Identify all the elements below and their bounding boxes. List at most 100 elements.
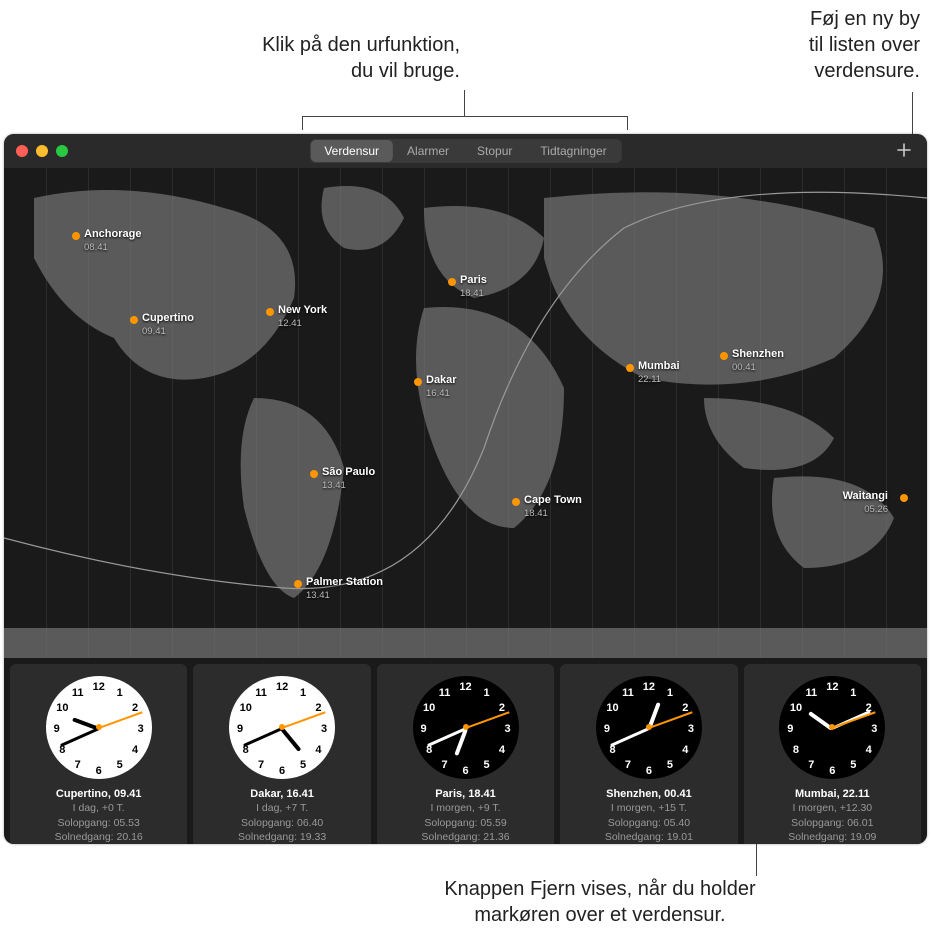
- clock-numeral: 12: [93, 681, 105, 693]
- clock-numeral: 4: [682, 744, 688, 756]
- clock-numeral: 10: [56, 702, 68, 714]
- clock-card-paris[interactable]: 123456789101112Paris, 18.41I morgen, +9 …: [377, 664, 554, 844]
- clock-numeral: 6: [96, 765, 102, 777]
- clock-numeral: 11: [806, 687, 818, 699]
- clock-numeral: 3: [688, 723, 694, 735]
- pin-dot-icon: [900, 494, 908, 502]
- clock-sunrise: Solopgang: 06.40: [238, 816, 326, 830]
- clock-numeral: 4: [315, 744, 321, 756]
- clock-title: Paris, 18.41: [421, 787, 509, 802]
- map-gridline: [424, 168, 425, 658]
- minute-hand: [60, 727, 100, 747]
- center-dot-icon: [646, 724, 652, 730]
- clock-title: Dakar, 16.41: [238, 787, 326, 802]
- clock-numeral: 1: [667, 687, 673, 699]
- clock-info: Shenzhen, 00.41I morgen, +15 T.Solopgang…: [605, 787, 693, 844]
- clock-numeral: 11: [255, 687, 267, 699]
- minute-hand: [610, 727, 650, 747]
- clock-numeral: 12: [643, 681, 655, 693]
- clock-face: 123456789101112: [413, 676, 519, 779]
- clock-sunset: Solnedgang: 19.09: [788, 830, 876, 844]
- callout-tabs-bracket: [302, 116, 628, 130]
- world-map: Anchorage08.41Cupertino09.41New York12.4…: [4, 168, 927, 658]
- tab-segmented-control: VerdensurAlarmerStopurTidtagninger: [309, 139, 621, 163]
- pin-dot-icon: [266, 308, 274, 316]
- pin-label: Dakar: [426, 374, 457, 386]
- clock-numeral: 11: [622, 687, 634, 699]
- second-hand: [282, 712, 326, 729]
- callout-tabs: Klik på den urfunktion, du vil bruge.: [160, 32, 460, 84]
- second-hand: [465, 712, 509, 729]
- clock-sunset: Solnedgang: 21.36: [421, 830, 509, 844]
- clock-numeral: 6: [829, 765, 835, 777]
- tab-tidtagninger[interactable]: Tidtagninger: [526, 140, 620, 162]
- clock-numeral: 5: [850, 759, 856, 771]
- pin-time: 00.41: [732, 362, 756, 373]
- pin-time: 22.11: [638, 374, 661, 385]
- clock-numeral: 9: [787, 723, 793, 735]
- clock-numeral: 4: [132, 744, 138, 756]
- pin-label: Cape Town: [524, 494, 582, 506]
- pin-dot-icon: [720, 352, 728, 360]
- maximize-button[interactable]: [56, 145, 68, 157]
- clock-card-shenzhen[interactable]: 123456789101112Shenzhen, 00.41I morgen, …: [560, 664, 737, 844]
- clock-card-dakar[interactable]: 123456789101112Dakar, 16.41I dag, +7 T.S…: [193, 664, 370, 844]
- callout-add-text: Føj en ny by til listen over verdensure.: [809, 8, 920, 82]
- clock-offset: I morgen, +9 T.: [421, 801, 509, 815]
- pin-time: 18.41: [524, 508, 548, 519]
- clock-card-mumbai[interactable]: 123456789101112Mumbai, 22.11I morgen, +1…: [744, 664, 921, 844]
- clock-info: Mumbai, 22.11I morgen, +12.30Solopgang: …: [788, 787, 876, 844]
- clock-title: Mumbai, 22.11: [788, 787, 876, 802]
- clock-offset: I morgen, +12.30: [788, 801, 876, 815]
- clock-numeral: 9: [237, 723, 243, 735]
- pin-dot-icon: [414, 378, 422, 386]
- pin-time: 08.41: [84, 242, 108, 253]
- map-gridline: [172, 168, 173, 658]
- clock-numeral: 11: [72, 687, 84, 699]
- tab-alarmer[interactable]: Alarmer: [393, 140, 463, 162]
- pin-dot-icon: [310, 470, 318, 478]
- callout-remove-text: Knappen Fjern vises, når du holder markø…: [444, 878, 755, 926]
- clock-numeral: 7: [808, 759, 814, 771]
- clock-sunrise: Solopgang: 06.01: [788, 816, 876, 830]
- center-dot-icon: [96, 724, 102, 730]
- clock-title: Cupertino, 09.41: [55, 787, 143, 802]
- clock-sunset: Solnedgang: 19.01: [605, 830, 693, 844]
- clock-face: 123456789101112: [596, 676, 702, 779]
- add-city-button[interactable]: [895, 142, 913, 160]
- pin-dot-icon: [448, 278, 456, 286]
- clock-sunrise: Solopgang: 05.40: [605, 816, 693, 830]
- clock-numeral: 10: [423, 702, 435, 714]
- clock-sunrise: Solopgang: 05.59: [421, 816, 509, 830]
- pin-label: New York: [278, 304, 327, 316]
- pin-time: 16.41: [426, 388, 450, 399]
- clock-info: Dakar, 16.41I dag, +7 T.Solopgang: 06.40…: [238, 787, 326, 844]
- tab-stopur[interactable]: Stopur: [463, 140, 526, 162]
- tab-verdensur[interactable]: Verdensur: [310, 140, 393, 162]
- map-gridline: [634, 168, 635, 658]
- map-gridline: [802, 168, 803, 658]
- clock-card-cupertino[interactable]: 123456789101112Cupertino, 09.41I dag, +0…: [10, 664, 187, 844]
- pin-label: Cupertino: [142, 312, 194, 324]
- close-button[interactable]: [16, 145, 28, 157]
- clock-numeral: 4: [866, 744, 872, 756]
- pin-time: 13.41: [322, 480, 346, 491]
- clock-numeral: 10: [790, 702, 802, 714]
- clock-numeral: 10: [240, 702, 252, 714]
- pin-time: 12.41: [278, 318, 302, 329]
- clock-numeral: 6: [646, 765, 652, 777]
- clock-numeral: 3: [138, 723, 144, 735]
- clock-info: Paris, 18.41I morgen, +9 T.Solopgang: 05…: [421, 787, 509, 844]
- center-dot-icon: [829, 724, 835, 730]
- pin-label: São Paulo: [322, 466, 375, 478]
- clock-numeral: 8: [793, 744, 799, 756]
- clock-numeral: 11: [439, 687, 451, 699]
- pin-label: Waitangi: [843, 490, 888, 502]
- clock-offset: I dag, +7 T.: [238, 801, 326, 815]
- map-gridline: [256, 168, 257, 658]
- clock-app-window: VerdensurAlarmerStopurTidtagninger: [4, 134, 927, 844]
- clock-cards-row: 123456789101112Cupertino, 09.41I dag, +0…: [4, 658, 927, 844]
- callout-add: Føj en ny by til listen over verdensure.: [700, 6, 920, 84]
- minimize-button[interactable]: [36, 145, 48, 157]
- plus-icon: [896, 142, 912, 158]
